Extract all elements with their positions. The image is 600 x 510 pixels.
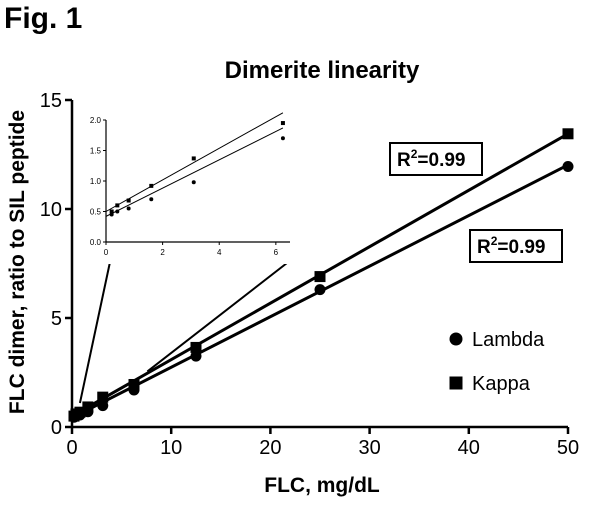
connector-line (78, 261, 111, 404)
inset-x-tick-label: 0 (104, 248, 109, 257)
inset-y-tick-label: 1.0 (90, 177, 102, 186)
point-kappa (97, 391, 109, 403)
inset-fit-line-kappa (105, 112, 284, 212)
inset-point-lambda (280, 136, 285, 141)
inset-point-lambda (109, 212, 114, 217)
x-tick-label: 40 (458, 437, 480, 459)
inset-point-kappa (109, 209, 114, 214)
inset-point-lambda (191, 180, 196, 185)
point-kappa (128, 378, 140, 390)
inset-y-tick-label: 2.0 (90, 116, 102, 125)
inset-chart: 0.0 0.5 1.0 1.5 2.0 0 2 4 6 (76, 112, 300, 264)
figure-label: Fig. 1 (4, 2, 83, 35)
point-kappa (314, 271, 326, 283)
legend: Lambda Kappa (449, 329, 545, 395)
inset-y-tick-label: 0.5 (90, 208, 102, 217)
inset-point-kappa (126, 198, 131, 203)
point-kappa (74, 406, 86, 418)
r2-label-lambda: R2=0.99 (477, 234, 546, 258)
inset-background (76, 112, 300, 264)
x-tick-label: 30 (358, 437, 380, 459)
x-tick-label: 20 (259, 437, 281, 459)
inset-x-tick-label: 6 (274, 248, 279, 257)
inset-point-lambda (115, 209, 120, 214)
x-tick-label: 0 (66, 437, 77, 459)
y-tick-label: 10 (40, 199, 62, 221)
point-kappa (562, 128, 574, 140)
point-lambda (97, 400, 109, 412)
r2-label-kappa: R2=0.99 (397, 147, 466, 171)
point-lambda (562, 160, 574, 172)
inset-point-lambda (126, 206, 131, 211)
inset-connector-lines (78, 255, 297, 404)
legend-label-lambda: Lambda (472, 329, 545, 351)
inset-y-tick-label: 0.0 (90, 238, 102, 247)
legend-marker-kappa (449, 376, 463, 390)
data-points (68, 128, 574, 423)
point-kappa (190, 341, 202, 353)
y-tick-label: 15 (40, 90, 62, 112)
inset-point-kappa (280, 121, 285, 126)
x-axis-label: FLC, mg/dL (264, 474, 380, 497)
x-tick-label: 50 (557, 437, 579, 459)
y-tick-label: 0 (51, 417, 62, 439)
point-lambda (314, 284, 326, 296)
inset-y-tick-label: 1.5 (90, 147, 102, 156)
inset-point-lambda (149, 197, 154, 202)
inset-x-tick-label: 4 (217, 248, 222, 257)
inset-fit-line-lambda (105, 127, 284, 217)
inset-x-tick-label: 2 (160, 248, 165, 257)
chart-title: Dimerite linearity (225, 57, 420, 84)
inset-point-kappa (149, 183, 154, 188)
inset-point-kappa (191, 156, 196, 161)
point-lambda (190, 350, 202, 362)
y-axis-label: FLC dimer, ratio to SIL peptide (6, 110, 29, 414)
r2-box-lambda (469, 229, 563, 263)
legend-label-kappa: Kappa (472, 373, 531, 395)
legend-marker-lambda (449, 332, 463, 346)
connector-line (146, 255, 297, 373)
point-kappa (82, 401, 94, 413)
r2-box-kappa (389, 142, 483, 176)
r2-annotations: R2=0.99 R2=0.99 (389, 142, 563, 263)
y-tick-label: 5 (51, 308, 62, 330)
x-tick-label: 10 (160, 437, 182, 459)
inset-point-kappa (115, 203, 120, 208)
